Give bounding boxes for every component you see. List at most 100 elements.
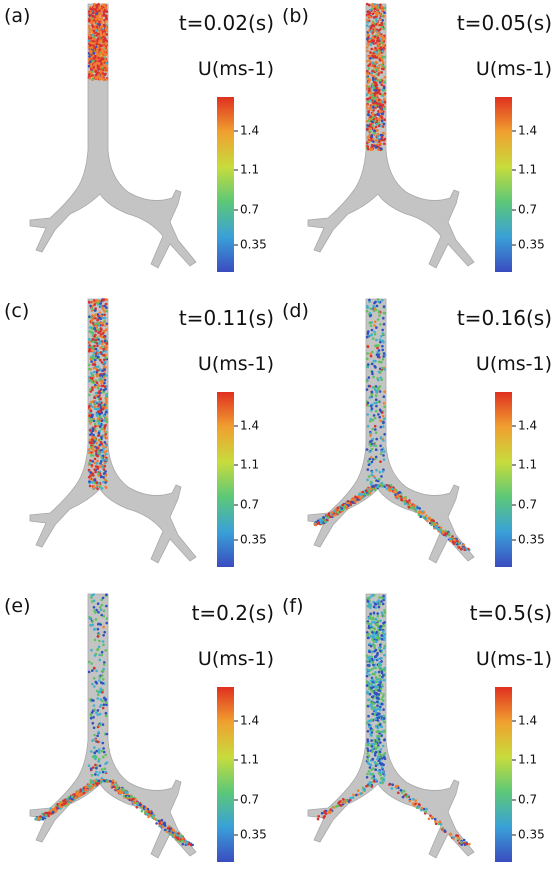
particle [382, 470, 385, 473]
particle [366, 38, 369, 41]
particle [104, 345, 107, 348]
particle [366, 744, 369, 747]
particle [380, 142, 383, 145]
particle [105, 298, 108, 301]
particle [95, 43, 98, 46]
particle [375, 398, 378, 401]
particle [434, 818, 437, 821]
particle [95, 29, 98, 32]
particle [97, 611, 100, 614]
particle [375, 339, 378, 342]
particle [373, 402, 376, 405]
particle [91, 683, 94, 686]
particle [377, 615, 380, 618]
particle [88, 364, 91, 367]
particle [104, 441, 107, 444]
particle [378, 662, 381, 665]
particle [378, 753, 381, 756]
particle [105, 7, 108, 10]
particle [375, 640, 378, 643]
particle [402, 796, 405, 799]
particle [96, 319, 99, 322]
colorbar [217, 97, 234, 272]
particle [88, 671, 91, 674]
colorbar-tick-label: 1.1 [240, 753, 259, 767]
particle [376, 704, 379, 707]
particle [103, 389, 106, 392]
particle [383, 66, 386, 69]
particle [379, 674, 382, 677]
particle [102, 373, 105, 376]
colorbar-tick-label: 1.4 [518, 714, 537, 728]
particle [380, 475, 383, 478]
particle [97, 713, 100, 716]
particle [370, 325, 373, 328]
particle [100, 63, 103, 66]
particle [374, 425, 377, 428]
particle [119, 792, 122, 795]
particle [105, 712, 108, 715]
particle [383, 94, 386, 97]
particle [451, 535, 454, 538]
particle [371, 363, 374, 366]
particle [366, 104, 369, 107]
particle [383, 143, 386, 146]
particle [144, 811, 147, 814]
particle [39, 815, 42, 818]
particle [89, 439, 92, 442]
particle [92, 60, 95, 63]
particle [381, 26, 384, 29]
particle [100, 315, 103, 318]
particle [92, 766, 95, 769]
particle [386, 488, 389, 491]
particle [372, 486, 375, 489]
particle [425, 514, 428, 517]
particle [94, 386, 97, 389]
colorbar-tick-label: 1.4 [518, 419, 537, 433]
panel: (d)t=0.16(s)U(ms-1)1.41.10.70.35 [278, 295, 555, 589]
particle [88, 480, 91, 483]
particle [88, 414, 91, 417]
particle [100, 351, 103, 354]
particle [341, 507, 344, 510]
particle [379, 650, 382, 653]
particle [88, 73, 91, 76]
particle [371, 136, 374, 139]
particle [435, 527, 438, 530]
particle [378, 596, 381, 599]
particle [404, 503, 407, 506]
airway [308, 299, 474, 563]
particle [94, 479, 97, 482]
particle [93, 746, 96, 749]
particle [98, 18, 101, 21]
particle [90, 596, 93, 599]
particle [101, 691, 104, 694]
panel-label: (a) [4, 5, 30, 27]
particle [374, 706, 377, 709]
particle [374, 428, 377, 431]
particle [371, 329, 374, 332]
particle [431, 816, 434, 819]
particle [380, 660, 383, 663]
particle [371, 97, 374, 100]
particle [90, 717, 93, 720]
particle [376, 701, 379, 704]
particle [93, 677, 96, 680]
particle [388, 487, 391, 490]
particle [92, 699, 95, 702]
particle [375, 82, 378, 85]
particle [379, 471, 382, 474]
particle [379, 445, 382, 448]
particle [460, 548, 463, 551]
particle [102, 58, 105, 61]
particle [102, 634, 105, 637]
particle [370, 418, 373, 421]
particle [367, 692, 370, 695]
particle [381, 367, 384, 370]
particle [381, 378, 384, 381]
particle [366, 380, 369, 383]
particle [338, 801, 341, 804]
particle [106, 437, 109, 440]
particle [345, 799, 348, 802]
particle [369, 57, 372, 60]
